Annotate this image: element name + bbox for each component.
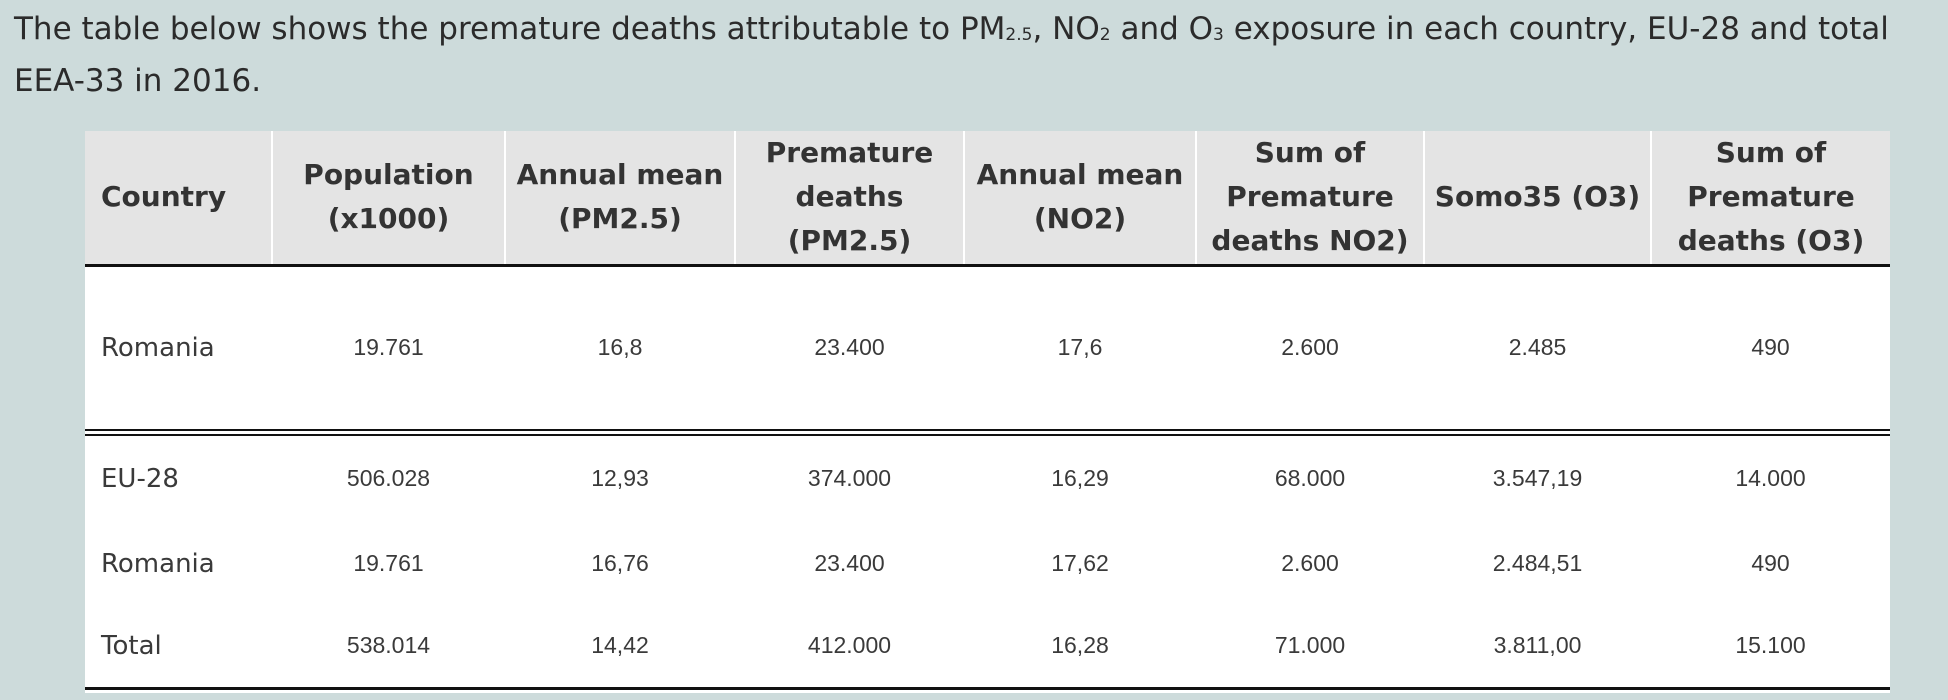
cell-somo35-o3: 2.485 [1424, 265, 1651, 436]
header-somo35-o3: Somo35 (O3) [1424, 131, 1652, 267]
o-subscript: 3 [1213, 25, 1224, 45]
table-body-country: Romania 19.761 16,8 23.400 17,6 2.600 2.… [85, 265, 1890, 436]
no-subscript: 2 [1099, 25, 1111, 45]
cell-annual-mean-pm25: 16,8 [505, 265, 735, 436]
intro-part1: The table below shows the premature deat… [14, 11, 1006, 47]
cell-premature-deaths-o3: 14.000 [1735, 465, 1806, 492]
cell-country: Romania [85, 265, 272, 436]
cell-population: 19.761 [272, 265, 505, 436]
premature-deaths-table: Country Population (x1000) Annual mean (… [85, 131, 1890, 690]
header-country: Country [85, 131, 273, 267]
cell-country: EU-28 [101, 463, 179, 494]
cell-population: 19.761 [353, 550, 424, 576]
header-premature-deaths-o3: Sum of Premature deaths (O3) [1651, 131, 1890, 267]
table-body-summary: EU-28 506.028 12,93 374.000 16,29 68.000… [85, 432, 1890, 690]
cell-country: Total [85, 605, 272, 690]
cell-annual-mean-no2: 16,29 [1051, 465, 1109, 492]
cell-annual-mean-no2: 17,6 [964, 265, 1196, 436]
table-row: Romania 19.761 16,8 23.400 17,6 2.600 2.… [85, 265, 1890, 436]
cell-premature-deaths-no2: 71.000 [1196, 605, 1424, 690]
pm-subscript: 2.5 [1005, 25, 1033, 45]
header-premature-deaths-no2: Sum of Premature deaths NO2) [1196, 131, 1425, 267]
cell-premature-deaths-pm25: 412.000 [735, 605, 964, 690]
cell-annual-mean-no2: 16,28 [964, 605, 1196, 690]
header-premature-deaths-pm25: Premature deaths (PM2.5) [735, 131, 965, 267]
cell-annual-mean-pm25: 14,42 [505, 605, 735, 690]
cell-population: 538.014 [272, 605, 505, 690]
cell-annual-mean-pm25: 16,76 [591, 550, 649, 576]
header-annual-mean-pm25: Annual mean (PM2.5) [505, 131, 736, 267]
premature-deaths-table-container: Country Population (x1000) Annual mean (… [85, 131, 1890, 693]
cell-somo35-o3: 3.811,00 [1424, 605, 1651, 690]
header-annual-mean-no2: Annual mean (NO2) [964, 131, 1197, 267]
intro-part4: exposure in each country, EU-28 and tota… [14, 11, 1889, 99]
cell-country: Romania [101, 548, 215, 579]
cell-premature-deaths-no2: 2.600 [1281, 550, 1339, 576]
table-row: EU-28 506.028 12,93 374.000 16,29 68.000… [85, 432, 1890, 522]
intro-part2: , NO [1032, 11, 1100, 47]
cell-premature-deaths-o3: 490 [1751, 550, 1790, 576]
cell-somo35-o3: 3.547,19 [1492, 465, 1583, 492]
intro-part3: and O [1110, 11, 1214, 47]
cell-population: 506.028 [346, 465, 431, 492]
cell-premature-deaths-no2: 68.000 [1274, 465, 1346, 492]
cell-somo35-o3: 2.484,51 [1492, 550, 1583, 576]
cell-premature-deaths-pm25: 374.000 [807, 465, 892, 492]
table-row: Romania 19.761 16,76 23.400 17,62 2.600 … [85, 522, 1890, 605]
header-population: Population (x1000) [272, 131, 506, 267]
cell-premature-deaths-no2: 2.600 [1196, 265, 1424, 436]
intro-text: The table below shows the premature deat… [14, 6, 1939, 105]
table-row: Total 538.014 14,42 412.000 16,28 71.000… [85, 605, 1890, 690]
header-row: Country Population (x1000) Annual mean (… [85, 131, 1890, 267]
cell-annual-mean-no2: 17,62 [1051, 550, 1109, 576]
cell-premature-deaths-pm25: 23.400 [735, 265, 964, 436]
table-header: Country Population (x1000) Annual mean (… [85, 131, 1890, 267]
cell-premature-deaths-pm25: 23.400 [814, 550, 885, 576]
cell-premature-deaths-o3: 15.100 [1651, 605, 1890, 690]
cell-annual-mean-pm25: 12,93 [591, 465, 649, 492]
cell-premature-deaths-o3: 490 [1651, 265, 1890, 436]
